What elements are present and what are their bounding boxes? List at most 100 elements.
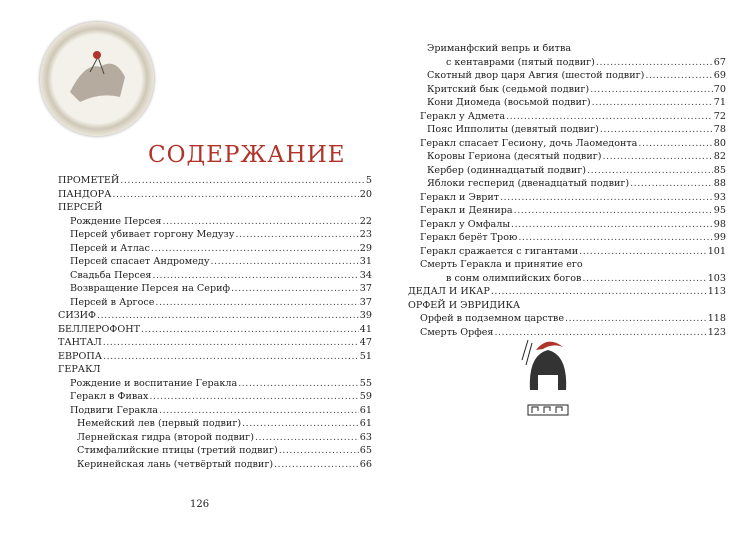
toc-entry-title: ГЕРАКЛ bbox=[58, 364, 101, 375]
leader-dots bbox=[141, 323, 359, 337]
toc-entry: в сонм олимпийских богов 103 bbox=[446, 272, 726, 286]
toc-entry-title: Персей и Атлас bbox=[70, 242, 150, 254]
toc-entry: Геракл и Эврит 93 bbox=[420, 191, 726, 205]
toc-entry-page: 80 bbox=[713, 137, 726, 149]
toc-entry-page: 47 bbox=[359, 337, 372, 348]
toc-entry-page: 22 bbox=[359, 215, 372, 227]
toc-entry: ОРФЕЙ И ЭВРИДИКА bbox=[408, 299, 726, 313]
toc-entry-page: 66 bbox=[359, 458, 372, 470]
toc-entry: Коровы Гериона (десятый подвиг) 82 bbox=[427, 150, 726, 164]
toc-entry: Яблоки гесперид (двенадцатый подвиг) 88 bbox=[427, 177, 726, 191]
leader-dots bbox=[112, 188, 358, 202]
toc-entry: Кони Диомеда (восьмой подвиг) 71 bbox=[427, 96, 726, 110]
toc-entry: Скотный двор царя Авгия (шестой подвиг) 6… bbox=[427, 69, 726, 83]
toc-entry-title: ОРФЕЙ И ЭВРИДИКА bbox=[408, 299, 521, 311]
toc-entry-page: 37 bbox=[359, 283, 372, 294]
toc-entry-title: Скотный двор царя Авгия (шестой подвиг) bbox=[427, 70, 645, 81]
leader-dots bbox=[162, 215, 358, 229]
toc-entry-page: 99 bbox=[713, 232, 726, 243]
toc-entry-title: Смерть Орфея bbox=[420, 326, 494, 338]
leader-dots bbox=[514, 204, 713, 218]
toc-entry: ЕВРОПА 51 bbox=[58, 350, 372, 364]
toc-entry-title: Геракл сражается с гигантами bbox=[420, 245, 579, 257]
leader-dots bbox=[511, 218, 713, 232]
toc-entry-title: с кентаврами (пятый подвиг) bbox=[446, 56, 595, 68]
toc-entry-page: 85 bbox=[713, 164, 726, 176]
leader-dots bbox=[587, 164, 713, 178]
toc-entry: Геракл и Деянира 95 bbox=[420, 204, 726, 218]
toc-entry-title: Кони Диомеда (восьмой подвиг) bbox=[427, 97, 591, 108]
toc-entry: ГЕРАКЛ bbox=[58, 363, 372, 377]
toc-entry-title: Керинейская лань (четвёртый подвиг) bbox=[77, 458, 274, 470]
helmet-illustration bbox=[518, 335, 578, 425]
toc-entry: Эриманфский вепрь и битва bbox=[427, 42, 726, 56]
toc-entry-title: Персей спасает Андромеду bbox=[70, 256, 210, 267]
toc-entry-title: ТАНТАЛ bbox=[58, 337, 102, 348]
toc-entry-title: Геракл и Эврит bbox=[420, 191, 500, 203]
toc-entry-page: 61 bbox=[359, 404, 372, 416]
leader-dots bbox=[600, 123, 713, 137]
leader-dots bbox=[592, 96, 713, 110]
toc-entry-page: 72 bbox=[713, 110, 726, 122]
toc-entry: Геракл в Фивах 59 bbox=[70, 390, 372, 404]
toc-entry: Персей убивает горгону Медузу 23 bbox=[70, 228, 372, 242]
toc-entry-title: Яблоки гесперид (двенадцатый подвиг) bbox=[427, 178, 630, 189]
toc-entry-page: 71 bbox=[713, 97, 726, 108]
leader-dots bbox=[582, 272, 706, 286]
toc-entry-title: СИЗИФ bbox=[58, 310, 97, 321]
toc-entry-page: 123 bbox=[707, 326, 726, 338]
toc-entry-page: 20 bbox=[359, 188, 372, 200]
toc-entry-title: Коровы Гериона (десятый подвиг) bbox=[427, 151, 602, 162]
toc-entry: Керинейская лань (четвёртый подвиг) 66 bbox=[77, 458, 372, 472]
toc-entry-page: 93 bbox=[713, 191, 726, 203]
toc-entry: Свадьба Персея 34 bbox=[70, 269, 372, 283]
toc-entry-page: 103 bbox=[707, 272, 726, 284]
toc-entry: Рождение и воспитание Геракла 55 bbox=[70, 377, 372, 391]
toc-entry: Критский бык (седьмой подвиг) 70 bbox=[427, 83, 726, 97]
toc-entry: Немейский лев (первый подвиг) 61 bbox=[77, 417, 372, 431]
toc-entry: Персей спасает Андромеду 31 bbox=[70, 255, 372, 269]
toc-entry: ДЕДАЛ И ИКАР 113 bbox=[408, 285, 726, 299]
toc-entry-title: Эриманфский вепрь и битва bbox=[427, 43, 572, 54]
leader-dots bbox=[255, 431, 359, 445]
toc-entry-title: Геракл и Деянира bbox=[420, 205, 513, 216]
toc-entry-title: Пояс Ипполиты (девятый подвиг) bbox=[427, 124, 599, 135]
leader-dots bbox=[491, 285, 707, 299]
toc-entry-page: 55 bbox=[359, 377, 372, 389]
toc-entry-page: 78 bbox=[713, 124, 726, 135]
leader-dots bbox=[638, 137, 712, 151]
toc-entry-page: 82 bbox=[713, 151, 726, 162]
toc-entry-title: БЕЛЛЕРОФОНТ bbox=[58, 323, 140, 335]
leader-dots bbox=[152, 269, 358, 283]
toc-entry-page: 118 bbox=[707, 313, 726, 324]
toc-entry-page: 101 bbox=[707, 245, 726, 257]
toc-entry: Стимфалийские птицы (третий подвиг) 65 bbox=[77, 444, 372, 458]
toc-entry-page: 34 bbox=[359, 269, 372, 281]
toc-entry-page: 41 bbox=[359, 323, 372, 335]
toc-entry: Пояс Ипполиты (девятый подвиг) 78 bbox=[427, 123, 726, 137]
leader-dots bbox=[274, 458, 359, 472]
toc-entry-title: ДЕДАЛ И ИКАР bbox=[408, 286, 490, 297]
page-number: 126 bbox=[190, 499, 210, 510]
leader-dots bbox=[231, 282, 359, 296]
leader-dots bbox=[590, 83, 713, 97]
toc-entry: Геракл у Адмета 72 bbox=[420, 110, 726, 124]
medallion-illustration bbox=[40, 22, 154, 136]
toc-entry: Геракл у Омфалы 98 bbox=[420, 218, 726, 232]
toc-entry-title: Лернейская гидра (второй подвиг) bbox=[77, 431, 254, 443]
leader-dots bbox=[518, 231, 712, 245]
leader-dots bbox=[155, 296, 358, 310]
leader-dots bbox=[630, 177, 713, 191]
leader-dots bbox=[238, 377, 359, 391]
toc-entry: Смерть Орфея 123 bbox=[420, 326, 726, 340]
leader-dots bbox=[506, 110, 713, 124]
leader-dots bbox=[242, 417, 359, 431]
toc-entry-title: в сонм олимпийских богов bbox=[446, 272, 582, 284]
toc-entry-page: 88 bbox=[713, 178, 726, 189]
toc-entry-title: Персей в Аргосе bbox=[70, 296, 155, 308]
toc-entry-title: Немейский лев (первый подвиг) bbox=[77, 418, 242, 429]
toc-entry: ТАНТАЛ 47 bbox=[58, 336, 372, 350]
toc-entry-title: Геракл в Фивах bbox=[70, 391, 149, 402]
leader-dots bbox=[151, 242, 359, 256]
toc-entry: Персей и Атлас 29 bbox=[70, 242, 372, 256]
